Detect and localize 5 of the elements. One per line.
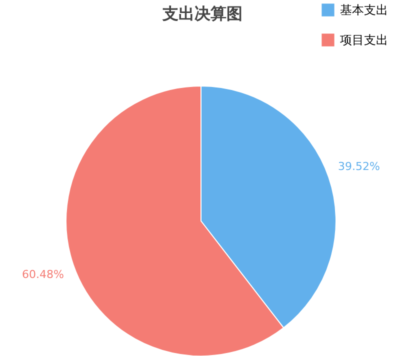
legend-label: 项目支出 (340, 33, 388, 47)
data-label: 60.48% (22, 268, 64, 281)
chart-title: 支出决算图 (162, 4, 242, 23)
legend-label: 基本支出 (340, 3, 388, 17)
data-label: 39.52% (338, 160, 380, 174)
